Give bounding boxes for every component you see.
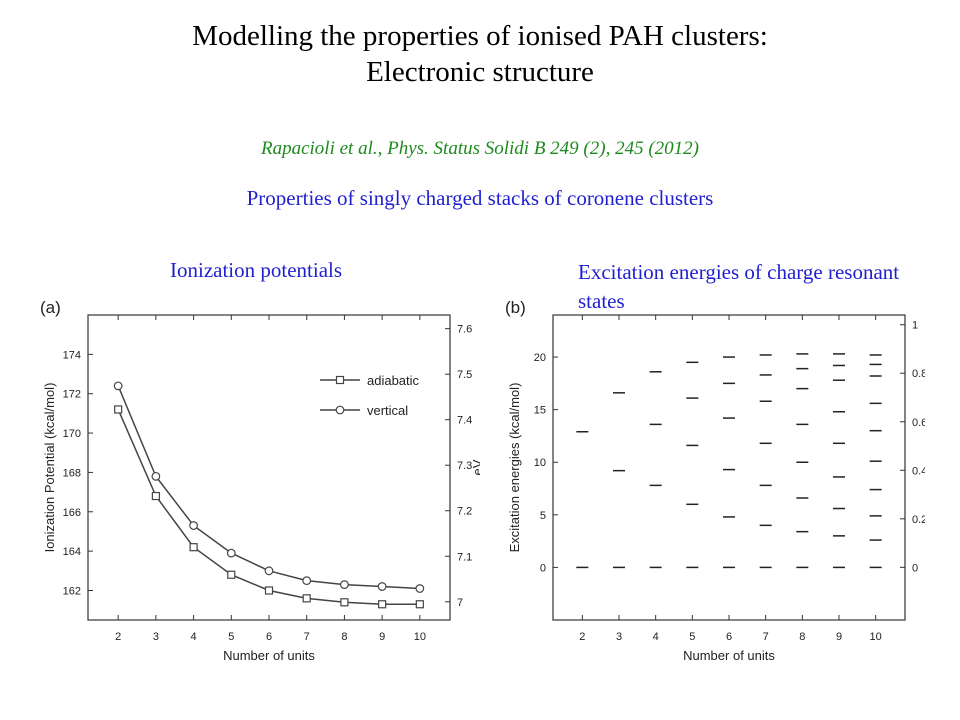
y-tick-label: 166 <box>63 507 81 519</box>
x-tick-label: 10 <box>414 631 426 643</box>
data-point-adiabatic <box>415 600 424 609</box>
title-line-1: Modelling the properties of ionised PAH … <box>192 20 768 52</box>
y2-tick-label: 7.5 <box>457 369 472 381</box>
x-tick-label: 6 <box>726 631 732 643</box>
x-tick-label: 2 <box>579 631 585 643</box>
legend-marker-vertical <box>335 405 345 415</box>
data-point-adiabatic <box>227 570 236 579</box>
x-tick-label: 3 <box>616 631 622 643</box>
y-axis-label: Excitation energies (kcal/mol) <box>507 383 522 553</box>
y2-tick-label: 7.1 <box>457 551 472 563</box>
subtitle: Properties of singly charged stacks of c… <box>246 186 714 210</box>
x-tick-label: 5 <box>689 631 695 643</box>
data-point-vertical <box>415 584 425 593</box>
left-caption: Ionization potentials <box>170 258 343 282</box>
y2-axis-label: eV <box>470 459 480 475</box>
chart-b-excitation-energies: 2 3 4 5 6 7 8 9 10 0 5 10 15 20 0 0.2 0.4 0.6 0.8 1 Number o… <box>505 298 925 663</box>
data-point-adiabatic <box>114 405 123 414</box>
y2-tick-label: 0.2 <box>912 514 925 526</box>
x-tick-label: 9 <box>836 631 842 643</box>
x-axis-label: Number of units <box>223 648 315 663</box>
data-point-adiabatic <box>340 598 349 607</box>
y-tick-label: 0 <box>540 562 546 574</box>
y2-tick-label: 0.6 <box>912 417 925 429</box>
data-point-vertical <box>151 471 161 481</box>
x-tick-label: 4 <box>191 631 197 643</box>
x-tick-label: 2 <box>115 631 121 643</box>
data-point-vertical <box>264 566 274 576</box>
plot-frame <box>552 314 906 621</box>
x-tick-label: 5 <box>228 631 234 643</box>
y2-tick-label: 7 <box>457 597 463 609</box>
legend-label-adiabatic: adiabatic <box>367 373 420 388</box>
data-point-adiabatic <box>151 491 160 501</box>
data-point-vertical <box>189 521 198 530</box>
y2-tick-label: 0.8 <box>912 368 925 380</box>
y-tick-label: 164 <box>63 546 81 558</box>
y2-tick-label: 7.6 <box>457 324 472 336</box>
title-line-2: Electronic structure <box>366 56 594 88</box>
y-axis-label: Ionization Potential (kcal/mol) <box>42 383 57 553</box>
x-axis-label: Number of units <box>683 648 775 663</box>
x-tick-label: 8 <box>341 631 347 643</box>
y-tick-label: 15 <box>534 405 546 417</box>
x-tick-label: 9 <box>379 631 385 643</box>
y-tick-label: 162 <box>63 585 81 597</box>
x-tick-label: 7 <box>763 631 769 643</box>
citation: Rapacioli et al., Phys. Status Solidi B … <box>260 138 699 159</box>
data-point-vertical <box>302 576 312 586</box>
x-tick-label: 10 <box>870 631 882 643</box>
y2-tick-label: 7.2 <box>457 506 472 518</box>
x-tick-label: 7 <box>304 631 310 643</box>
legend-label-vertical: vertical <box>367 403 408 418</box>
y2-tick-label: 1 <box>912 320 918 332</box>
data-point-adiabatic <box>264 586 274 595</box>
y-tick-label: 168 <box>63 467 81 479</box>
data-point-adiabatic <box>302 594 311 603</box>
x-tick-label: 6 <box>266 631 272 643</box>
data-point-vertical <box>226 548 236 558</box>
y2-tick-label: 7.4 <box>457 415 472 427</box>
x-tick-label: 3 <box>153 631 159 643</box>
data-point-adiabatic <box>189 543 198 552</box>
y2-tick-label: 7.3 <box>457 460 472 472</box>
y2-tick-label: 0.4 <box>912 465 925 477</box>
panel-label: (a) <box>40 298 61 317</box>
legend-marker-adiabatic <box>335 375 345 385</box>
y-tick-label: 174 <box>63 349 81 361</box>
y2-tick-label: 0 <box>912 562 918 574</box>
data-point-vertical <box>377 582 387 591</box>
x-tick-label: 4 <box>653 631 659 643</box>
y-tick-label: 5 <box>540 510 546 522</box>
data-point-adiabatic <box>378 600 387 609</box>
data-point-vertical <box>340 580 349 589</box>
chart-a-ionization-potential: 2 3 4 5 6 7 8 9 10 162 164 166 168 170 172 174 7 7.1 7.2 7.… <box>40 298 480 663</box>
slide-title: Modelling the properties of ionised PAH … <box>0 18 960 90</box>
y-tick-label: 10 <box>534 457 546 469</box>
panel-label: (b) <box>505 298 526 317</box>
x-tick-label: 8 <box>799 631 805 643</box>
y-tick-label: 172 <box>63 389 81 401</box>
right-caption: Excitation energies of charge resonant s… <box>578 260 900 313</box>
y-tick-label: 20 <box>534 352 546 364</box>
data-point-vertical <box>113 381 123 391</box>
y-tick-label: 170 <box>63 428 81 440</box>
